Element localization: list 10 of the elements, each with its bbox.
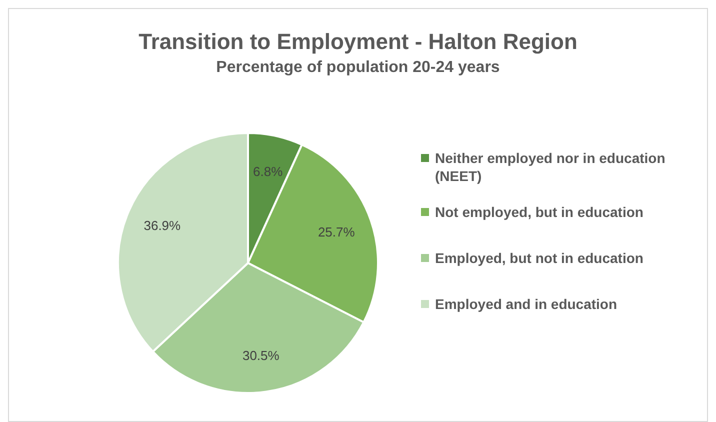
data-label: 36.9% [144, 218, 182, 234]
chart-subtitle: Percentage of population 20-24 years [215, 59, 501, 77]
chart-title: Transition to Employment - Halton Region [138, 29, 578, 55]
data-label: 30.5% [242, 348, 280, 364]
legend-label: Not employed, but in education [435, 203, 644, 221]
legend-label: Neither employed nor in education (NEET) [435, 149, 666, 185]
legend-label: Employed and in education [435, 295, 618, 313]
data-label: 6.8% [253, 164, 284, 180]
data-label: 25.7% [318, 224, 356, 240]
legend-label: Employed, but not in education [435, 249, 644, 267]
